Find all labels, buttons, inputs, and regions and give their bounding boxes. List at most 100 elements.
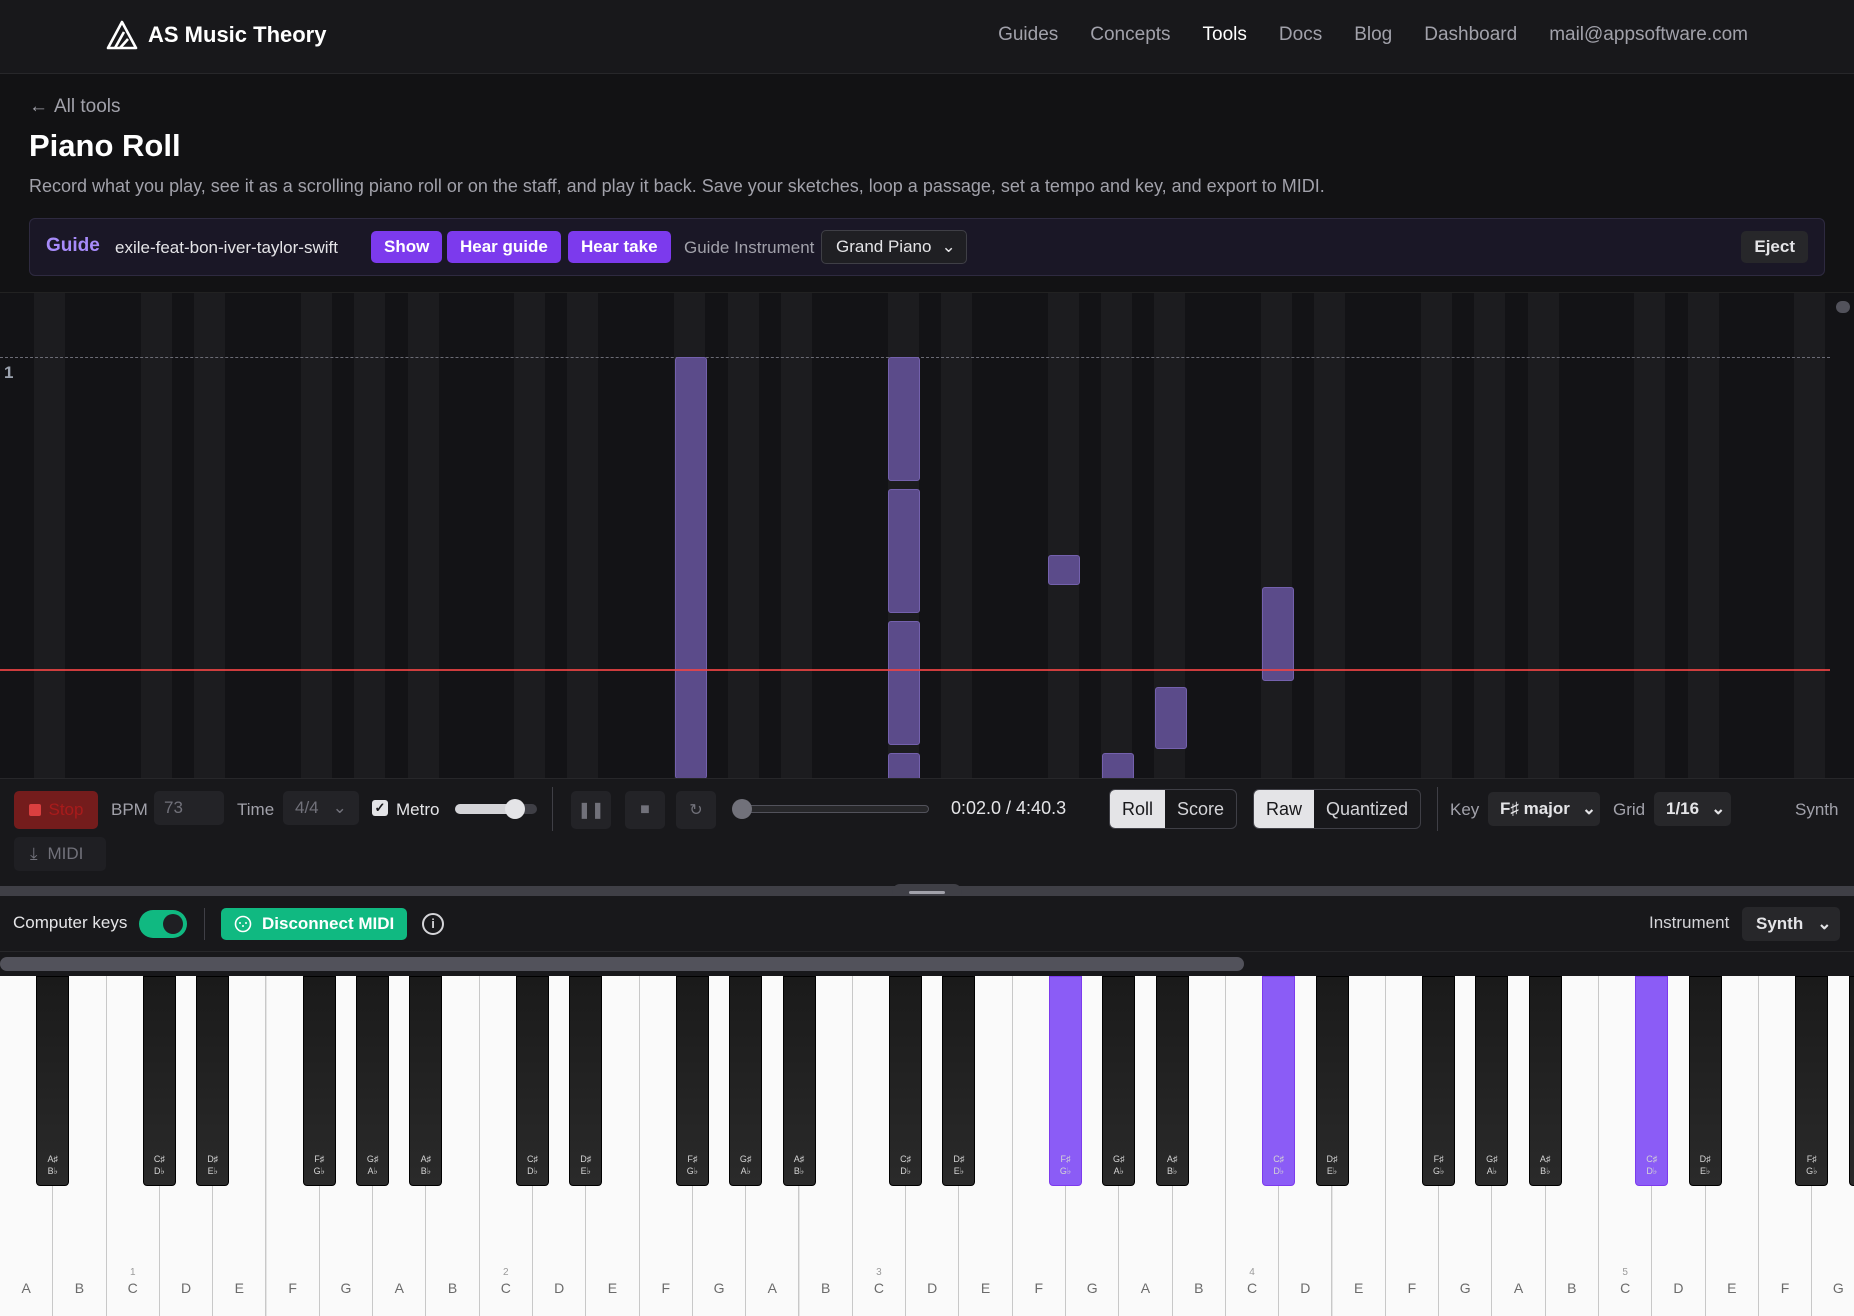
white-key-label: D [554,1280,565,1296]
hear-guide-button[interactable]: Hear guide [447,231,561,263]
key-select[interactable]: F♯ major ⌄ [1488,792,1600,826]
nav-account-email[interactable]: mail@appsoftware.com [1549,24,1748,45]
guide-instrument-select[interactable]: Grand Piano ⌄ [821,230,967,264]
black-key-g-sharp[interactable]: G♯A♭ [1848,976,1854,1186]
note-block[interactable] [888,621,920,745]
keyboard-scroll-thumb[interactable] [0,957,1244,971]
stop-record-button[interactable]: Stop [14,791,98,829]
note-block[interactable] [888,357,920,481]
black-key-c-sharp[interactable]: C♯ D♭ [1262,976,1296,1186]
position-thumb[interactable] [732,799,752,819]
eject-guide-button[interactable]: Eject [1741,231,1808,263]
note-block[interactable] [888,753,920,778]
stop-icon [28,804,41,816]
chevron-down-icon: ⌄ [941,237,956,256]
black-key-f-sharp[interactable]: F♯ G♭ [1422,976,1456,1186]
black-key-g-sharp[interactable]: G♯A♭ [356,976,390,1186]
view-roll-tab[interactable]: Roll [1110,790,1166,828]
black-key-lane [1794,293,1825,778]
synth-label[interactable]: Synth [1795,800,1839,819]
white-key-label: B [1567,1280,1577,1296]
quantize-toggle: Raw Quantized [1253,789,1422,829]
black-key-g-sharp[interactable]: G♯A♭ [1475,976,1509,1186]
note-block[interactable] [1155,687,1187,749]
keyboard-scrollbar[interactable] [0,952,1854,976]
pause-button[interactable]: ❚❚ [571,791,611,829]
black-key-c-sharp[interactable]: C♯ D♭ [1635,976,1669,1186]
white-key-label: C [127,1280,138,1296]
playback-position-slider[interactable] [732,799,929,819]
black-key-f-sharp[interactable]: F♯ G♭ [675,976,709,1186]
show-guide-button[interactable]: Show [371,231,443,263]
black-key-d-sharp[interactable]: D♯ E♭ [569,976,603,1186]
black-key-lane [34,293,65,778]
octave-number: 3 [876,1267,882,1278]
mode-raw-tab[interactable]: Raw [1254,790,1315,828]
export-midi-button[interactable]: ⤓ MIDI [14,837,106,871]
nav-guides[interactable]: Guides [998,24,1059,45]
piano-keyboard[interactable]: A B 1 C D E F G A B 2 C D E F G A B 3 C D E F G A B 4 C D E F G A B 5 C D E F G… [0,976,1854,1316]
note-block[interactable] [1262,587,1294,681]
computer-keys-toggle[interactable] [139,910,187,938]
black-key-d-sharp[interactable]: D♯ E♭ [1315,976,1349,1186]
octave-number: 1 [129,1267,136,1278]
black-key-f-sharp[interactable]: F♯ G♭ [1795,976,1829,1186]
instrument-select[interactable]: Synth ⌄ [1742,907,1840,941]
view-score-tab[interactable]: Score [1177,799,1225,819]
back-to-tools-link[interactable]: ← All tools [29,96,121,118]
loop-button[interactable]: ↻ [676,791,716,829]
metronome-volume-slider[interactable] [455,799,537,819]
black-key-d-sharp[interactable]: D♯ E♭ [942,976,976,1186]
note-block[interactable] [888,489,920,613]
main-nav: Guides Concepts Tools Docs Blog Dashboar… [998,24,1748,46]
nav-docs[interactable]: Docs [1278,24,1323,45]
black-key-c-sharp[interactable]: C♯ D♭ [889,976,923,1186]
roll-scrollbar[interactable] [1836,301,1850,313]
note-block[interactable] [1048,555,1080,585]
instrument-value: Synth [1756,914,1804,933]
midi-connector-icon [234,915,252,933]
black-key-lane [1101,293,1132,778]
mode-quantized-tab[interactable]: Quantized [1326,799,1409,819]
note-block[interactable] [675,357,707,778]
black-key-f-sharp[interactable]: F♯ G♭ [302,976,336,1186]
stop-playback-button[interactable]: ■ [625,791,665,829]
black-key-a-sharp[interactable]: A♯ B♭ [1155,976,1189,1186]
nav-dashboard[interactable]: Dashboard [1424,24,1518,45]
black-key-d-sharp[interactable]: D♯ E♭ [196,976,230,1186]
octave-number: 2 [503,1267,509,1278]
black-key-label: A♯ B♭ [1166,1154,1178,1176]
nav-tools[interactable]: Tools [1202,24,1247,45]
piano-roll-canvas[interactable]: 1 [0,292,1854,778]
black-key-lane [354,293,385,778]
black-key-c-sharp[interactable]: C♯ D♭ [142,976,176,1186]
black-key-a-sharp[interactable]: A♯ B♭ [36,976,70,1186]
black-key-a-sharp[interactable]: A♯ B♭ [782,976,816,1186]
nav-concepts[interactable]: Concepts [1090,24,1171,45]
black-key-g-sharp[interactable]: G♯A♭ [1102,976,1136,1186]
disconnect-midi-label: Disconnect MIDI [262,914,395,933]
black-key-a-sharp[interactable]: A♯ B♭ [1528,976,1562,1186]
time-signature-select[interactable]: 4/4 ⌄ [283,791,359,825]
white-key-label: D [1300,1280,1311,1296]
black-key-f-sharp[interactable]: F♯ G♭ [1049,976,1082,1186]
black-key-label: F♯ G♭ [686,1154,699,1176]
grid-select[interactable]: 1/16 ⌄ [1654,792,1731,826]
black-key-g-sharp[interactable]: G♯A♭ [729,976,763,1186]
site-header: AS Music Theory Guides Concepts Tools Do… [0,0,1854,74]
info-icon[interactable]: i [422,913,444,935]
black-key-a-sharp[interactable]: A♯ B♭ [409,976,443,1186]
note-block[interactable] [1102,753,1134,778]
hear-take-button[interactable]: Hear take [568,231,671,263]
black-key-d-sharp[interactable]: D♯ E♭ [1688,976,1722,1186]
nav-blog[interactable]: Blog [1354,24,1393,45]
black-key-c-sharp[interactable]: C♯ D♭ [516,976,549,1186]
page-title: Piano Roll [29,128,181,163]
disconnect-midi-button[interactable]: Disconnect MIDI [221,908,408,940]
white-key-label: G [1459,1280,1471,1296]
slider-thumb[interactable] [505,799,525,819]
metronome-checkbox[interactable]: ✓ [372,800,388,816]
bpm-input[interactable]: 73 [154,791,224,825]
brand-logo[interactable]: AS Music Theory [106,20,326,50]
view-toggle: Roll Score [1109,789,1238,829]
